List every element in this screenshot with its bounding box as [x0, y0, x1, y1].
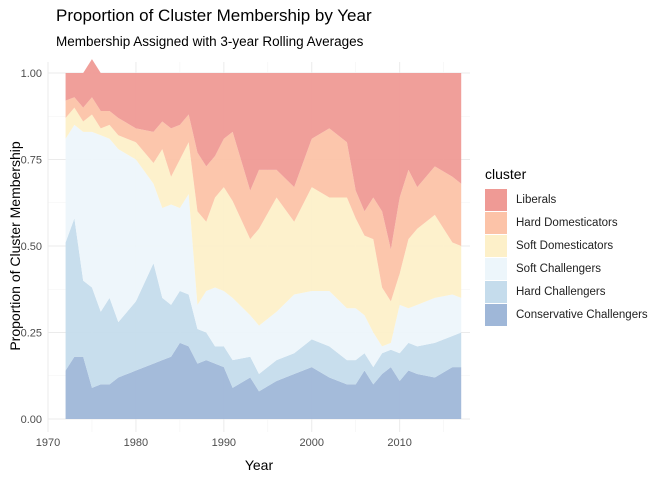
- legend-item: Liberals: [485, 188, 648, 211]
- y-tick-label: 1.00: [21, 68, 42, 80]
- legend-label: Liberals: [516, 193, 557, 206]
- legend-label: Hard Challengers: [516, 285, 606, 298]
- x-axis-title: Year: [245, 457, 274, 473]
- chart-subtitle: Membership Assigned with 3-year Rolling …: [56, 34, 364, 49]
- legend-swatch: [485, 188, 507, 211]
- legend-swatch: [485, 303, 507, 326]
- legend-swatch: [485, 211, 507, 234]
- x-tick-label: 1980: [124, 437, 148, 449]
- legend-label: Hard Domesticators: [516, 216, 618, 229]
- legend-label: Soft Challengers: [516, 262, 602, 275]
- y-tick-label: 0.50: [21, 241, 42, 253]
- y-tick-label: 0.75: [21, 155, 42, 167]
- legend-item: Soft Challengers: [485, 257, 648, 280]
- x-tick-label: 1970: [36, 437, 60, 449]
- legend-swatch: [485, 257, 507, 280]
- x-tick-label: 1990: [212, 437, 236, 449]
- y-axis-title: Proportion of Cluster Membership: [7, 141, 23, 351]
- legend: cluster Liberals Hard Domesticators Soft D…: [485, 166, 648, 326]
- area-soft-domesticators: [65, 107, 462, 347]
- legend-item: Conservative Challengers: [485, 303, 648, 326]
- area-layer: [65, 59, 462, 419]
- legend-item: Hard Domesticators: [485, 211, 648, 234]
- legend-item: Soft Domesticators: [485, 234, 648, 257]
- area-conservative-challengers: [65, 342, 462, 419]
- area-soft-challengers: [65, 124, 462, 375]
- x-tick-label: 2000: [300, 437, 324, 449]
- chart-title: Proportion of Cluster Membership by Year: [56, 6, 372, 25]
- area-liberals: [65, 59, 462, 250]
- legend-swatch: [485, 280, 507, 303]
- y-tick-label: 0.25: [21, 328, 42, 340]
- area-hard-challengers: [65, 218, 462, 392]
- legend-items: Liberals Hard Domesticators Soft Domestica…: [485, 188, 648, 326]
- area-hard-domesticators: [65, 97, 462, 302]
- tick-layer: 0.00 0.25 0.50 0.75 1.00 1970 1980 1990 2000 2010: [21, 68, 412, 449]
- legend-label: Soft Domesticators: [516, 239, 614, 252]
- legend-title: cluster: [485, 166, 527, 182]
- x-tick-label: 2010: [387, 437, 411, 449]
- y-tick-label: 0.00: [21, 414, 42, 426]
- legend-label: Conservative Challengers: [516, 308, 648, 321]
- legend-item: Hard Challengers: [485, 280, 648, 303]
- legend-swatch: [485, 234, 507, 257]
